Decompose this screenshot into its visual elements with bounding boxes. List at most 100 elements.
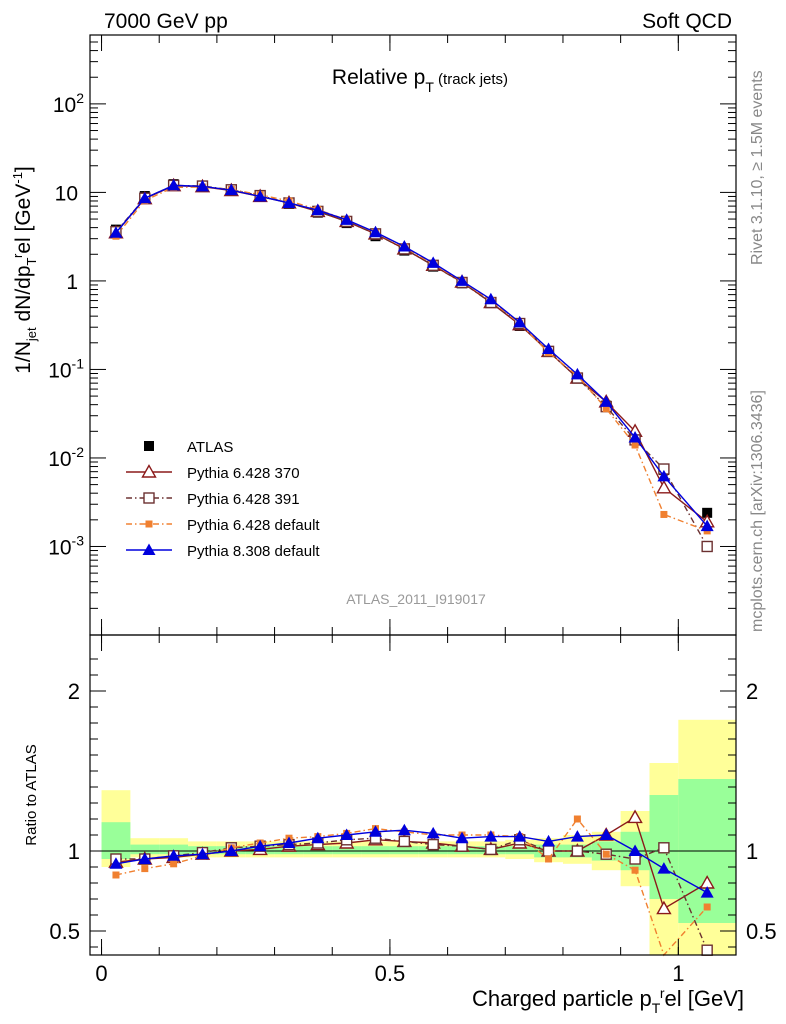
main-ytick-label-4: 10 [55,182,78,205]
ratio-point [224,844,238,856]
ratio-point [513,830,527,842]
ratio-point [573,815,581,823]
ratio-point [627,809,643,824]
ratio-point [656,900,672,915]
ratio-point [599,828,613,840]
legend-marker-3 [145,520,153,528]
main-series-4 [109,178,714,532]
main-point [311,203,325,216]
main-point [253,189,267,202]
main-point [369,225,383,238]
main-point [628,431,642,443]
legend-label-2: Pythia 6.428 391 [187,491,300,508]
ratio-xtick-label-1: 0.5 [375,961,406,986]
mcplots-label: mcplots.cern.ch [arXiv:1306.3436] [749,390,766,632]
ratio-point [484,830,498,842]
band-inner [361,846,390,855]
main-ytick-label-3: 1 [66,271,78,294]
main-point [109,226,123,238]
ratio-point [700,886,714,898]
main-point [542,342,556,355]
ratio-point [455,831,469,844]
band-inner [505,846,535,855]
ratio-point [170,860,178,868]
ratio-point [141,865,149,873]
main-point [656,479,672,494]
legend-label-1: Pythia 6.428 370 [187,465,300,482]
main-point [513,315,527,328]
ratio-ytick-label-2: 2 [68,679,80,704]
legend-marker-2 [143,492,155,504]
legend-marker-0 [144,441,154,451]
legend-label-4: Pythia 8.308 default [187,543,320,560]
main-title: Relative pT (track jets) [332,66,508,95]
ratio-point [657,862,671,874]
main-ytick-label-0: 10-3 [48,532,84,559]
ratio-point [426,826,440,839]
main-point [700,519,714,532]
band-inner [332,846,362,855]
legend-marker-4 [142,543,156,555]
legend-label-0: ATLAS [187,439,233,456]
ratio-point [701,944,713,956]
header-energy: 7000 GeV pp [104,10,228,33]
ratio-point [167,849,181,861]
rivet-label: Rivet 3.1.10, ≥ 1.5M events [749,70,766,265]
ratio-point [138,852,152,864]
main-ytick-label-2: 10-1 [48,355,84,382]
ratio-point [311,831,325,844]
main-point [702,507,713,518]
ratio-point [545,855,553,863]
main-ytick-label-1: 10-2 [48,444,84,471]
ratio-point [703,903,711,911]
main-axes: 10-3 10-2 10-1 1 10 102 [48,34,737,635]
main-ylabel: 1/Njet dN/dpTrel [GeV-1] [10,166,39,374]
band-inner [389,846,419,855]
main-point [138,191,152,204]
main-point [657,469,671,482]
main-point [455,274,469,286]
ratio-xlabel: Charged particle pTrel [GeV] [472,985,744,1016]
legend-label-3: Pythia 6.428 default [187,517,320,534]
main-plot: 10-3 10-2 10-1 1 10 102 Relative pT (track je… [10,34,737,636]
ratio-series-layer [108,809,715,957]
main-point [282,196,296,208]
ratio-ytick-label-right-2: 2 [746,679,758,704]
ratio-xtick-label-2: 1 [672,961,684,986]
main-series-layer [108,177,715,553]
main-point [570,367,584,380]
ratio-point [397,823,411,836]
main-ytick-label-5: 102 [53,90,84,117]
ratio-point [628,844,642,856]
main-point [167,178,181,191]
ratio-series-line-1 [115,837,708,951]
ratio-plot: 0.5 0.5 1 1 2 2 0 0.5 1 Ratio to ATLAS Charged p… [23,634,777,1016]
main-point [397,239,411,252]
ratio-plot-frame [89,634,737,956]
ratio-axes: 0.5 0.5 1 1 2 2 0 0.5 1 [49,635,777,986]
analysis-watermark: ATLAS_2011_I919017 [346,591,486,607]
ratio-ytick-label-right-1: 1 [746,839,758,864]
ratio-point [631,866,639,874]
main-point [599,395,613,407]
header-process: Soft QCD [642,10,732,33]
ratio-ytick-label-1: 1 [68,839,80,864]
ratio-point [109,857,123,869]
main-point [426,256,440,268]
ratio-point [602,850,610,858]
main-point [602,405,610,413]
band-inner [130,844,160,855]
main-point [631,441,639,449]
ratio-point [427,838,439,851]
ratio-point [369,825,383,837]
ratio-series-3 [109,823,714,898]
band-inner [101,822,131,859]
ratio-point [571,845,584,857]
ratio-point [570,830,584,842]
ratio-point [542,834,556,847]
main-point [340,213,354,225]
main-point [660,510,668,518]
legend-marker-1 [141,464,157,478]
ratio-ytick-label-0: 0.5 [49,919,80,944]
ratio-point [195,847,209,860]
